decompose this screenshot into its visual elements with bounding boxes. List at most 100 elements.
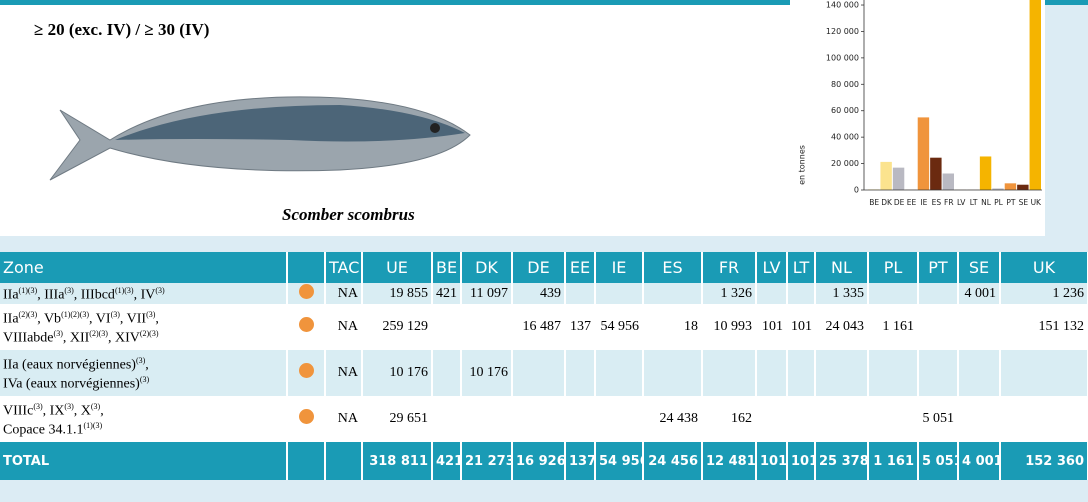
value-cell: 10 993 (702, 304, 757, 350)
zone-text: IVa (eaux norvégiennes) (3, 376, 140, 392)
value-cell (1000, 396, 1088, 442)
bar (979, 156, 992, 190)
size-title: ≥ 20 (exc. IV) / ≥ 30 (IV) (34, 20, 210, 39)
zone-text: , X (73, 404, 91, 419)
table-row: IIa(2)(3), Vb(1)(2)(3), VI(3), VII(3), VI… (0, 304, 1088, 350)
value-cell: 5 051 (918, 396, 959, 442)
value-cell (868, 350, 919, 396)
zone-text: Copace 34.1.1 (3, 422, 84, 438)
column-header: DE (512, 252, 566, 283)
x-tick-label: UK (1031, 198, 1042, 207)
value-cell (461, 396, 513, 442)
zone-text: IIa (eaux norvégiennes) (3, 358, 136, 373)
value-cell: NA (325, 304, 363, 350)
zone-text: , XIV (107, 330, 140, 346)
y-tick-label: 0 (854, 186, 859, 195)
footnote-ref: (3) (110, 310, 120, 320)
column-header: FR (702, 252, 757, 283)
total-cell: 152 360 (1000, 442, 1088, 480)
column-header: NL (815, 252, 869, 283)
total-cell: 54 956 (595, 442, 644, 480)
table-row: IIa (eaux norvégiennes)(3), IVa (eaux nor… (0, 350, 1088, 396)
total-cell: 5 051 (918, 442, 959, 480)
x-tick-label: LV (957, 198, 966, 207)
value-cell (868, 283, 919, 304)
x-tick-label: EE (907, 198, 917, 207)
value-cell (815, 396, 869, 442)
species-name: Scomber scombrus (282, 205, 415, 224)
value-cell: 24 438 (643, 396, 703, 442)
zone-text: VIIIc (3, 404, 34, 419)
total-cell: 25 378 (815, 442, 869, 480)
column-header: LT (787, 252, 816, 283)
value-cell: 1 326 (702, 283, 757, 304)
value-cell (756, 283, 788, 304)
value-cell (565, 350, 596, 396)
footnote-ref: (1)(3) (83, 421, 103, 430)
column-header: EE (565, 252, 596, 283)
total-cell: 24 456 (643, 442, 703, 480)
bar (1029, 0, 1041, 190)
zone-text: , IX (42, 404, 65, 419)
status-cell (287, 283, 326, 304)
bar (1017, 184, 1029, 190)
y-tick-label: 60 000 (831, 106, 859, 115)
zone-text: , (155, 312, 159, 327)
value-cell (756, 396, 788, 442)
footnote-ref: (3) (139, 375, 150, 384)
value-cell (432, 304, 462, 350)
x-tick-label: IE (920, 198, 927, 207)
status-dot (298, 317, 314, 332)
zone-text: VIIIabde (3, 330, 54, 346)
total-cell: 101 (756, 442, 788, 480)
x-tick-label: PT (1006, 198, 1016, 207)
bars (868, 0, 1041, 190)
zone-text: , IIIbcd (73, 287, 115, 303)
value-cell: NA (325, 283, 363, 304)
footnote-ref: (3) (64, 402, 74, 412)
footnote-ref: (2)(3) (18, 310, 38, 320)
value-cell: 1 236 (1000, 283, 1088, 304)
value-cell: 19 855 (362, 283, 433, 304)
column-header: ES (643, 252, 703, 283)
total-cell: 4 001 (958, 442, 1001, 480)
footnote-ref: (1)(2)(3) (61, 310, 90, 320)
value-cell (1000, 350, 1088, 396)
column-header: UK (1000, 252, 1088, 283)
zone-text: , Vb (37, 312, 62, 327)
value-cell: 10 176 (461, 350, 513, 396)
total-cell: 16 926 (512, 442, 566, 480)
footnote-ref: (3) (90, 402, 101, 412)
column-header: UE (362, 252, 433, 283)
value-cell: 259 129 (362, 304, 433, 350)
y-tick-label: 80 000 (831, 80, 859, 89)
footnote-ref: (3) (155, 286, 165, 296)
value-cell (595, 350, 644, 396)
zone-cell: VIIIc(3), IX(3), X(3), Copace 34.1.1(1)(3… (0, 396, 288, 442)
bar (930, 157, 942, 190)
value-cell (918, 304, 959, 350)
value-cell: 137 (565, 304, 596, 350)
zone-text: , XII (62, 330, 90, 346)
status-cell (287, 304, 326, 350)
status-dot (298, 283, 314, 299)
value-cell (918, 350, 959, 396)
x-tick-label: LT (970, 198, 978, 207)
value-cell (565, 283, 596, 304)
x-tick-label: DK (881, 198, 893, 207)
value-cell (787, 283, 816, 304)
value-cell: 439 (512, 283, 566, 304)
total-blank (287, 442, 326, 480)
value-cell (958, 304, 1001, 350)
zone-cell: IIa(1)(3), IIIa(3), IIIbcd(1)(3), IV(3) (0, 283, 288, 304)
value-cell: 29 651 (362, 396, 433, 442)
x-tick-label: SE (1019, 198, 1029, 207)
value-cell (787, 396, 816, 442)
column-header-blank (287, 252, 326, 283)
x-tick-label: FR (944, 198, 954, 207)
footnote-ref: (3) (64, 286, 74, 296)
column-header: PT (918, 252, 959, 283)
value-cell (432, 350, 462, 396)
column-header: PL (868, 252, 919, 283)
